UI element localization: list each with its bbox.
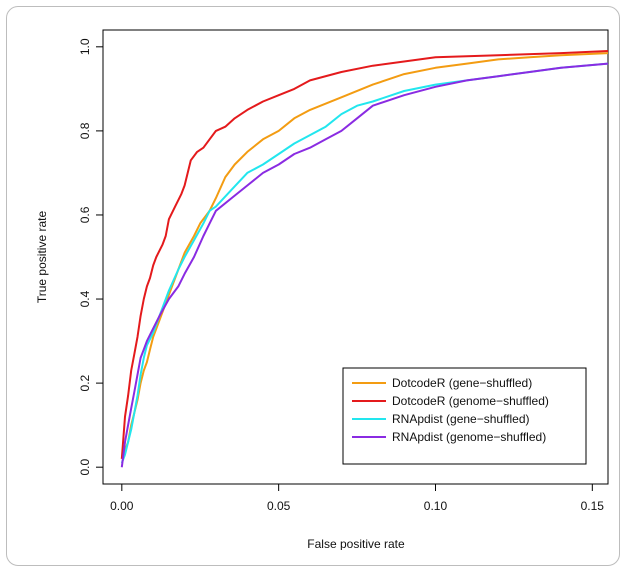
y-tick-label: 0.4 — [78, 290, 92, 307]
x-tick-label: 0.05 — [267, 499, 291, 513]
series-line-2 — [120, 62, 609, 464]
x-tick-label: 0.10 — [424, 499, 448, 513]
y-tick-label: 0.0 — [78, 459, 92, 476]
y-axis: 0.0 0.2 0.4 0.6 0.8 1.0 — [78, 38, 104, 476]
y-tick-label: 0.6 — [78, 206, 92, 223]
x-axis-title: False positive rate — [307, 537, 405, 550]
y-tick-label: 1.0 — [78, 38, 92, 55]
legend-label-3: RNApdist (genome−shuffled) — [392, 430, 546, 444]
y-axis-title: True positive rate — [35, 211, 49, 304]
series-lines — [120, 50, 609, 468]
x-tick-label: 0.15 — [581, 499, 605, 513]
legend-label-1: DotcodeR (genome−shuffled) — [392, 394, 549, 408]
legend: DotcodeR (gene−shuffled) DotcodeR (genom… — [342, 367, 587, 465]
y-tick-label: 0.2 — [78, 374, 92, 391]
legend-label-2: RNApdist (gene−shuffled) — [392, 412, 530, 426]
series-line-1 — [120, 50, 609, 459]
legend-label-0: DotcodeR (gene−shuffled) — [392, 376, 532, 390]
y-tick-label: 0.8 — [78, 122, 92, 139]
x-tick-label: 0.00 — [110, 499, 134, 513]
x-axis: 0.00 0.05 0.10 0.15 — [110, 483, 605, 513]
series-line-3 — [120, 62, 609, 468]
roc-chart: 0.0 0.2 0.4 0.6 0.8 1.0 0.00 0.05 0.10 0.15 Fals… — [35, 29, 609, 550]
